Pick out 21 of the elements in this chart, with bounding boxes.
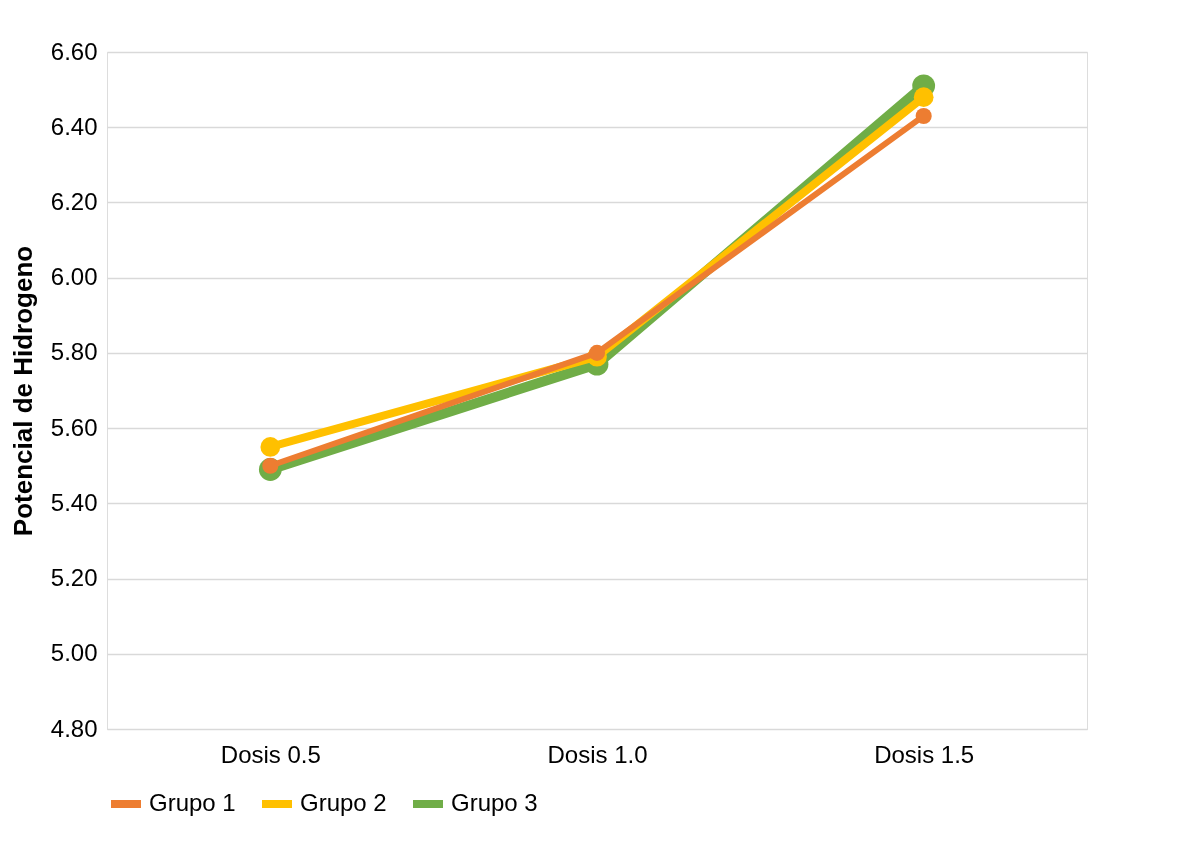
x-tick-label: Dosis 1.5: [874, 740, 975, 768]
y-tick-label: 6.00: [50, 263, 98, 291]
point: [588, 344, 606, 361]
y-tick-label: 4.80: [50, 714, 98, 742]
legend-label: Grupo 2: [300, 789, 387, 816]
legend-label: Grupo 3: [451, 789, 538, 816]
y-tick-label: 5.20: [50, 564, 98, 592]
y-tick-label: 5.80: [50, 338, 98, 366]
legend-label: Grupo 1: [149, 789, 236, 816]
point: [915, 107, 932, 124]
y-tick-label: 6.40: [50, 112, 98, 140]
x-tick-label: Dosis 1.0: [547, 740, 648, 768]
y-tick-label: 5.40: [50, 488, 98, 516]
x-tick-label: Dosis 0.5: [220, 740, 321, 768]
y-tick-label: 5.00: [50, 639, 98, 667]
point: [260, 437, 281, 457]
y-tick-label: 5.60: [50, 413, 98, 441]
y-tick-label: 6.20: [50, 187, 98, 215]
y-axis-title: Potencial de Hidrogeno: [7, 245, 38, 537]
y-tick-label: 6.60: [50, 37, 98, 65]
point: [913, 87, 934, 107]
